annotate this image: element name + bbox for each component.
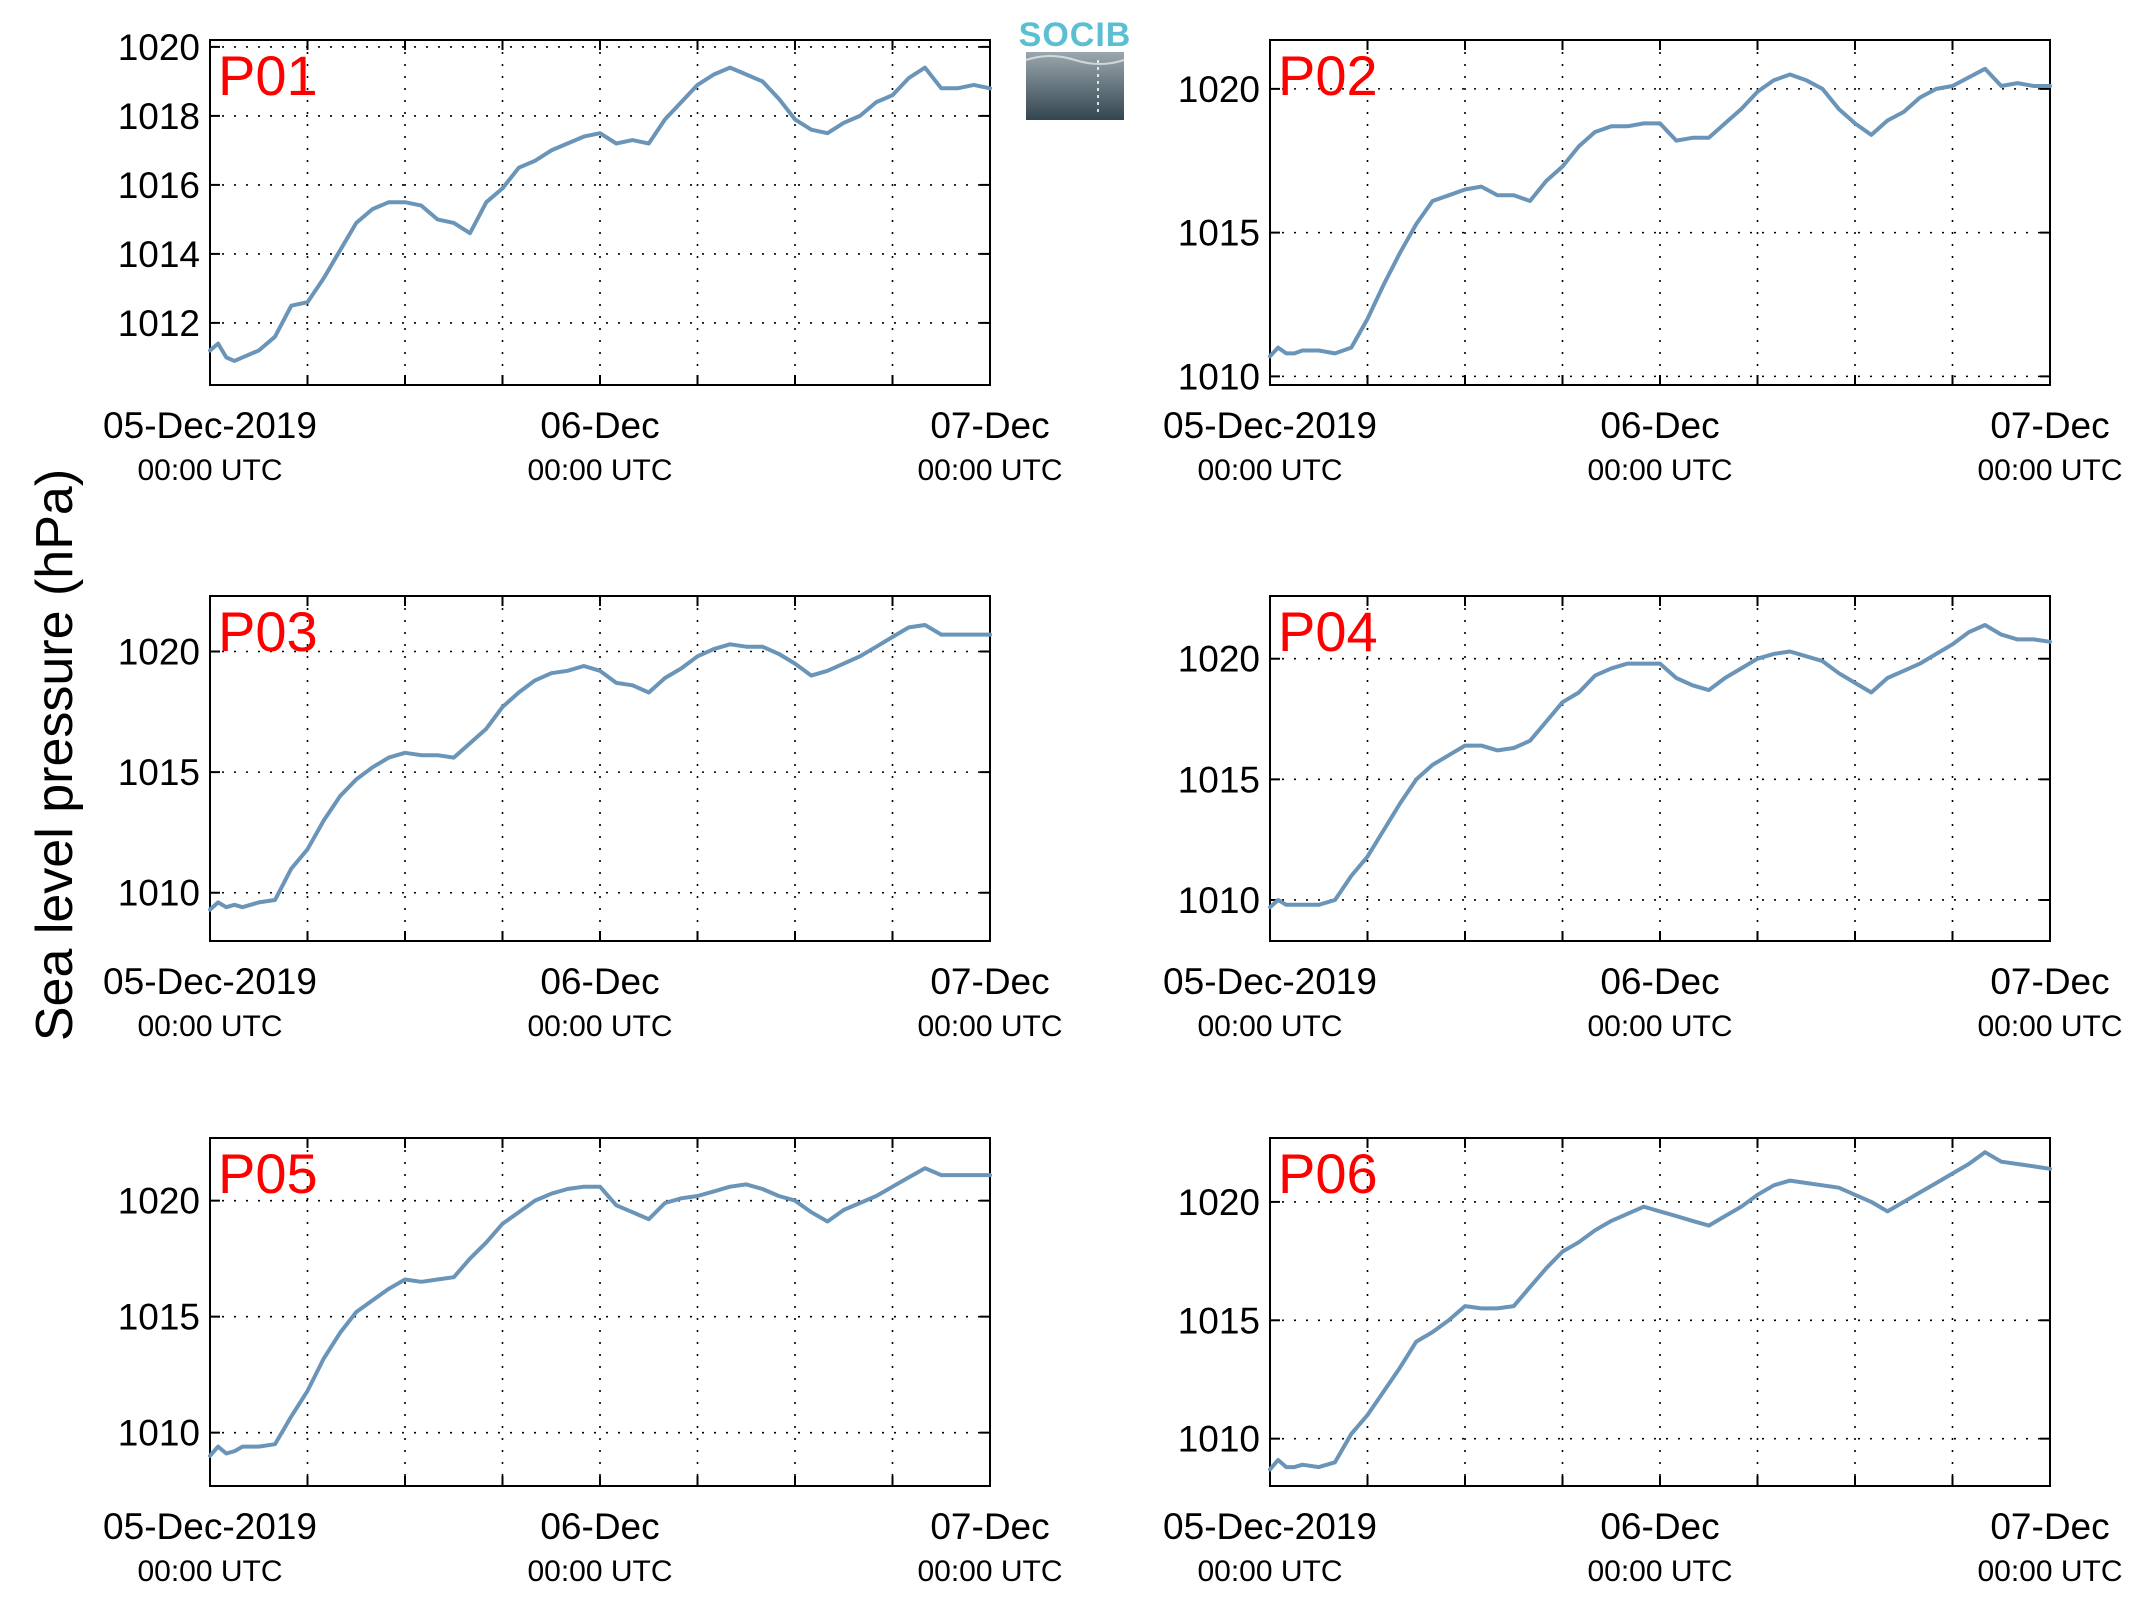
p05-ytick-label-1010: 1010 (118, 1413, 200, 1454)
p04-panel-label: P04 (1278, 600, 1378, 663)
p03-xtick-label-0: 05-Dec-2019 (103, 961, 317, 1002)
p03-xtick-label-2: 07-Dec (930, 961, 1049, 1002)
p04-axes-frame (1269, 595, 2051, 942)
p01-xtick-label-1: 06-Dec (540, 405, 659, 446)
p02-ytick-label-1020: 1020 (1178, 69, 1260, 110)
p06-xtick-sublabel-0: 00:00 UTC (1197, 1555, 1342, 1588)
p02-xtick-label-0: 05-Dec-2019 (1163, 405, 1377, 446)
p05-xtick-label-0: 05-Dec-2019 (103, 1506, 317, 1547)
p01-xtick-sublabel-2: 00:00 UTC (917, 454, 1062, 487)
p06-ytick-label-1015: 1015 (1178, 1300, 1260, 1341)
p01-series-line (208, 65, 992, 363)
p02-ytick-label-1010: 1010 (1178, 356, 1260, 397)
panel-p04: 1010 1015 1020 05-Dec-2019 00:00 UTC 06-Dec 00… (1163, 595, 2123, 1043)
p02-xtick-sublabel-0: 00:00 UTC (1197, 454, 1342, 487)
p01-xtick-sublabel-0: 00:00 UTC (137, 454, 282, 487)
p03-xtick-sublabel-1: 00:00 UTC (527, 1010, 672, 1043)
p01-xtick-label-2: 07-Dec (930, 405, 1049, 446)
p03-xtick-sublabel-2: 00:00 UTC (917, 1010, 1062, 1043)
p03-ytick-label-1010: 1010 (118, 873, 200, 914)
p04-ytick-label-1015: 1015 (1178, 759, 1260, 800)
p05-xtick-sublabel-2: 00:00 UTC (917, 1555, 1062, 1588)
p04-xtick-label-2: 07-Dec (1990, 961, 2109, 1002)
p06-xtick-sublabel-1: 00:00 UTC (1587, 1555, 1732, 1588)
p06-xtick-sublabel-2: 00:00 UTC (1977, 1555, 2122, 1588)
p02-series-line (1268, 66, 2052, 359)
p04-xtick-label-1: 06-Dec (1600, 961, 1719, 1002)
p04-xtick-sublabel-0: 00:00 UTC (1197, 1010, 1342, 1043)
p04-ytick-label-1010: 1010 (1178, 880, 1260, 921)
y-axis-label: Sea level pressure (hPa) (26, 469, 84, 1041)
p06-ytick-label-1020: 1020 (1178, 1182, 1260, 1223)
p06-series-line (1268, 1150, 2052, 1472)
panel-p06: 1010 1015 1020 05-Dec-2019 00:00 UTC 06-Dec 00… (1163, 1137, 2123, 1588)
p03-panel-label: P03 (218, 600, 318, 663)
p05-ytick-label-1015: 1015 (118, 1297, 200, 1338)
p01-panel-label: P01 (218, 44, 318, 107)
p04-series-line (1268, 623, 2052, 910)
p06-xtick-label-2: 07-Dec (1990, 1506, 2109, 1547)
panels: 1012 1014 1016 1018 1020 05-Dec-2019 00:00 UTC… (103, 27, 2122, 1588)
p05-axes-frame (209, 1137, 991, 1487)
p01-ytick-label-1012: 1012 (118, 303, 200, 344)
socib-logo-wave (1025, 55, 1125, 65)
panel-p05: 1010 1015 1020 05-Dec-2019 00:00 UTC 06-Dec 00… (103, 1137, 1063, 1588)
socib-logo-block (1026, 52, 1124, 120)
panel-p03: 1010 1015 1020 05-Dec-2019 00:00 UTC 06-Dec 00… (103, 595, 1063, 1043)
p03-series-line (208, 623, 992, 912)
p01-ytick-label-1018: 1018 (118, 96, 200, 137)
p01-ytick-label-1020: 1020 (118, 27, 200, 68)
p05-panel-label: P05 (218, 1142, 318, 1205)
p04-ytick-label-1020: 1020 (1178, 639, 1260, 680)
p01-ytick-label-1016: 1016 (118, 165, 200, 206)
p02-xtick-label-1: 06-Dec (1600, 405, 1719, 446)
p06-panel-label: P06 (1278, 1142, 1378, 1205)
p05-xtick-label-2: 07-Dec (930, 1506, 1049, 1547)
p01-xtick-label-0: 05-Dec-2019 (103, 405, 317, 446)
p03-xtick-sublabel-0: 00:00 UTC (137, 1010, 282, 1043)
socib-logo: SOCIB (1019, 16, 1132, 120)
p05-series-line (208, 1166, 992, 1458)
p01-xtick-sublabel-1: 00:00 UTC (527, 454, 672, 487)
p06-xtick-label-1: 06-Dec (1600, 1506, 1719, 1547)
p03-ytick-label-1015: 1015 (118, 752, 200, 793)
p02-panel-label: P02 (1278, 44, 1378, 107)
p01-ytick-label-1014: 1014 (118, 234, 200, 275)
p05-xtick-sublabel-0: 00:00 UTC (137, 1555, 282, 1588)
socib-logo-text: SOCIB (1019, 16, 1132, 54)
p02-xtick-sublabel-1: 00:00 UTC (1587, 454, 1732, 487)
p02-xtick-label-2: 07-Dec (1990, 405, 2109, 446)
p03-ytick-label-1020: 1020 (118, 631, 200, 672)
p05-xtick-label-1: 06-Dec (540, 1506, 659, 1547)
p02-xtick-sublabel-2: 00:00 UTC (1977, 454, 2122, 487)
p03-xtick-label-1: 06-Dec (540, 961, 659, 1002)
p02-ytick-label-1015: 1015 (1178, 213, 1260, 254)
p04-xtick-sublabel-2: 00:00 UTC (1977, 1010, 2122, 1043)
p01-axes-frame (209, 39, 991, 386)
p05-xtick-sublabel-1: 00:00 UTC (527, 1555, 672, 1588)
p06-ytick-label-1010: 1010 (1178, 1419, 1260, 1460)
p06-axes-frame (1269, 1137, 2051, 1487)
panel-p01: 1012 1014 1016 1018 1020 05-Dec-2019 00:00 UTC… (103, 27, 1062, 487)
p06-xtick-label-0: 05-Dec-2019 (1163, 1506, 1377, 1547)
p05-ytick-label-1020: 1020 (118, 1181, 200, 1222)
p04-xtick-sublabel-1: 00:00 UTC (1587, 1010, 1732, 1043)
panel-p02: 1010 1015 1020 05-Dec-2019 00:00 UTC 06-Dec 00… (1163, 39, 2123, 487)
p04-xtick-label-0: 05-Dec-2019 (1163, 961, 1377, 1002)
